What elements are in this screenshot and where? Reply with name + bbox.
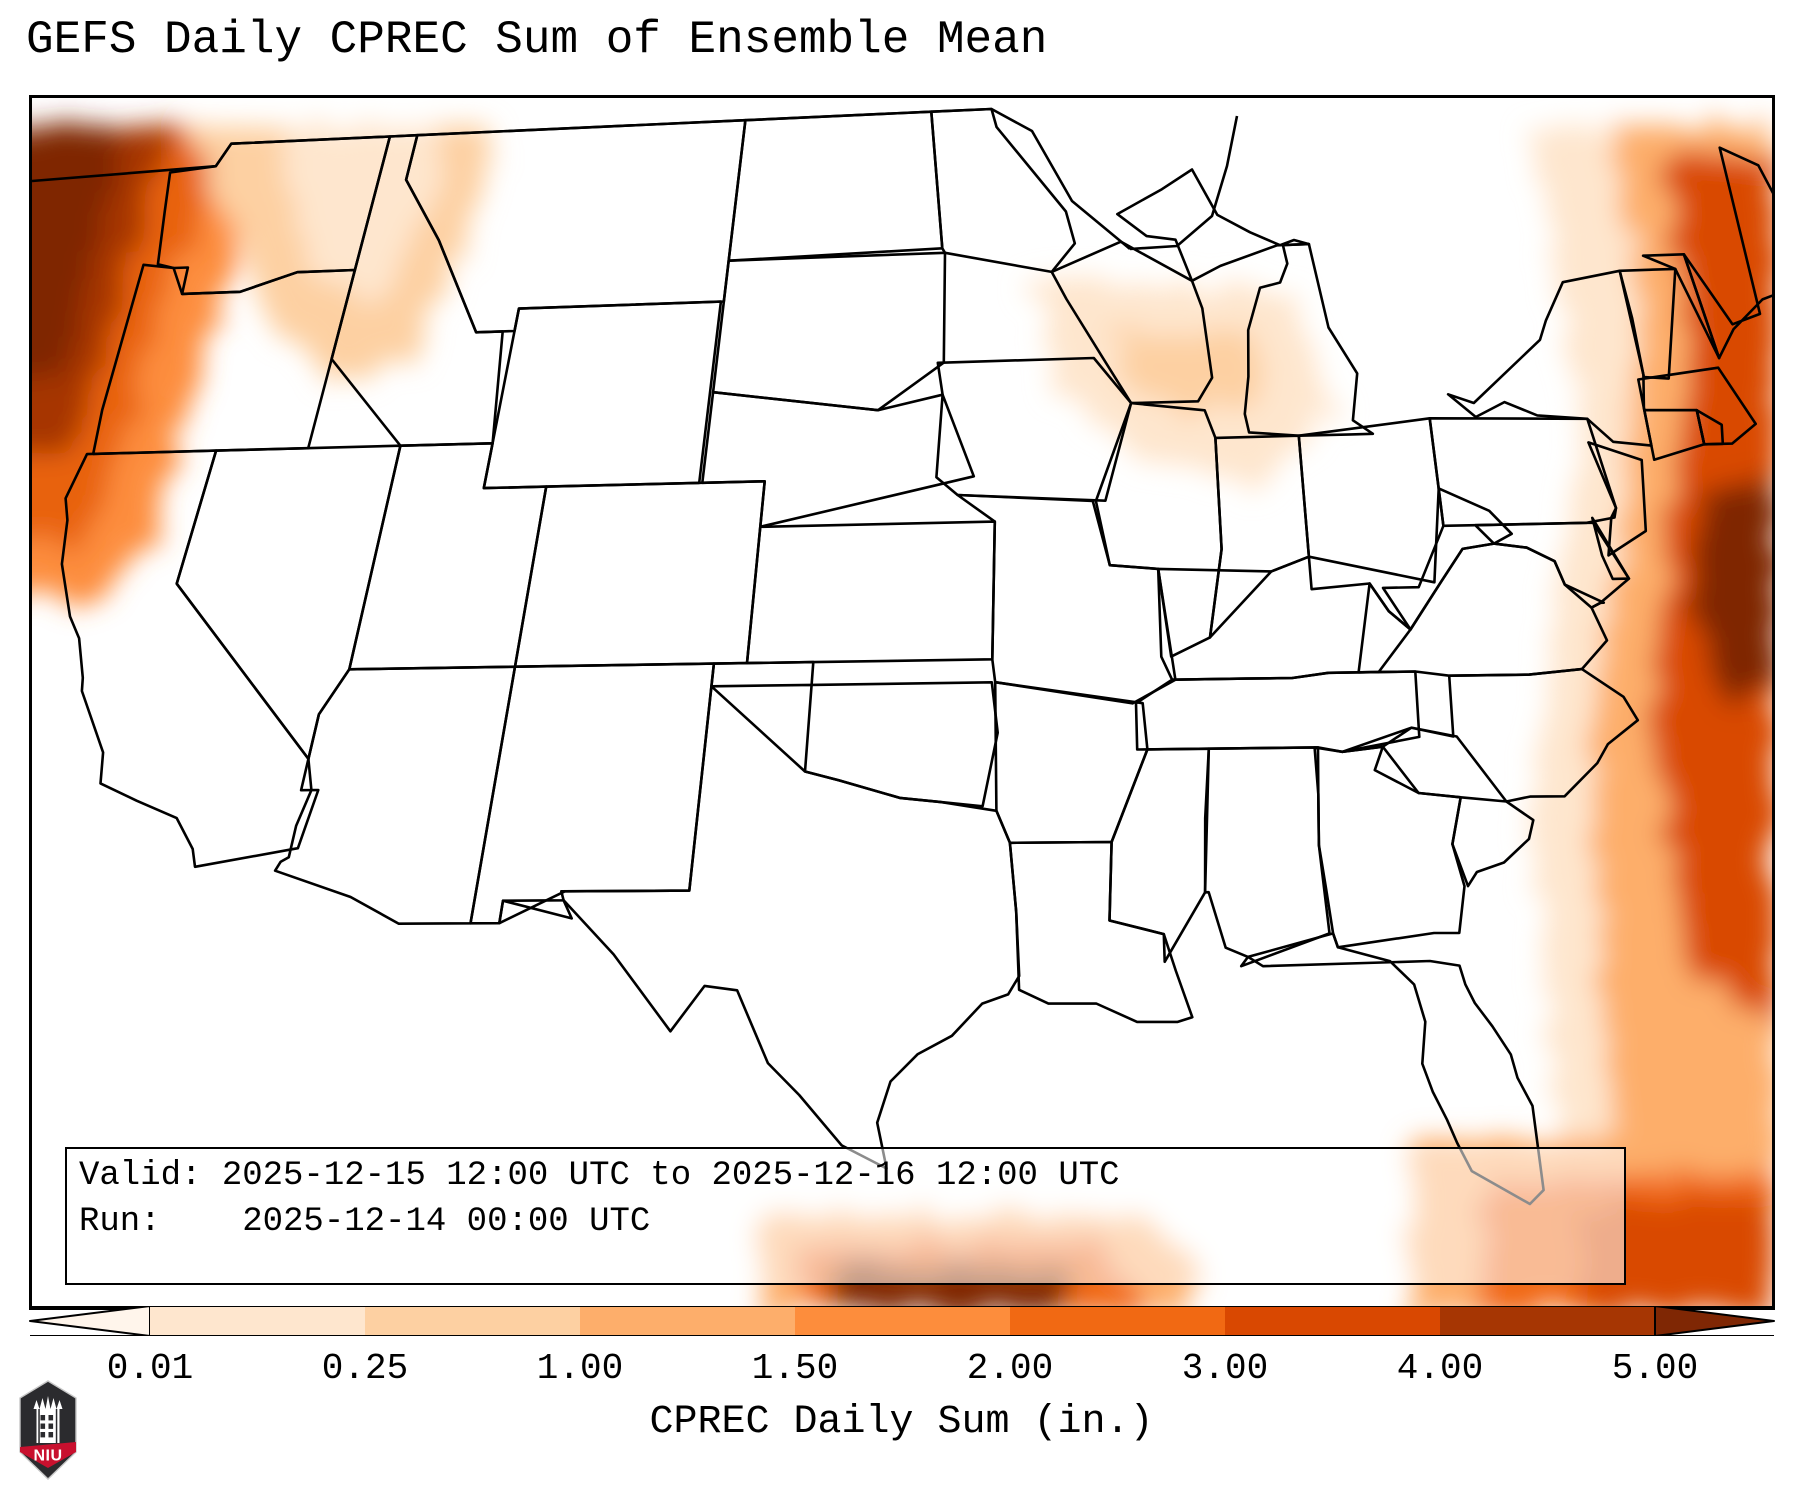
- svg-text:NIU: NIU: [33, 1448, 62, 1465]
